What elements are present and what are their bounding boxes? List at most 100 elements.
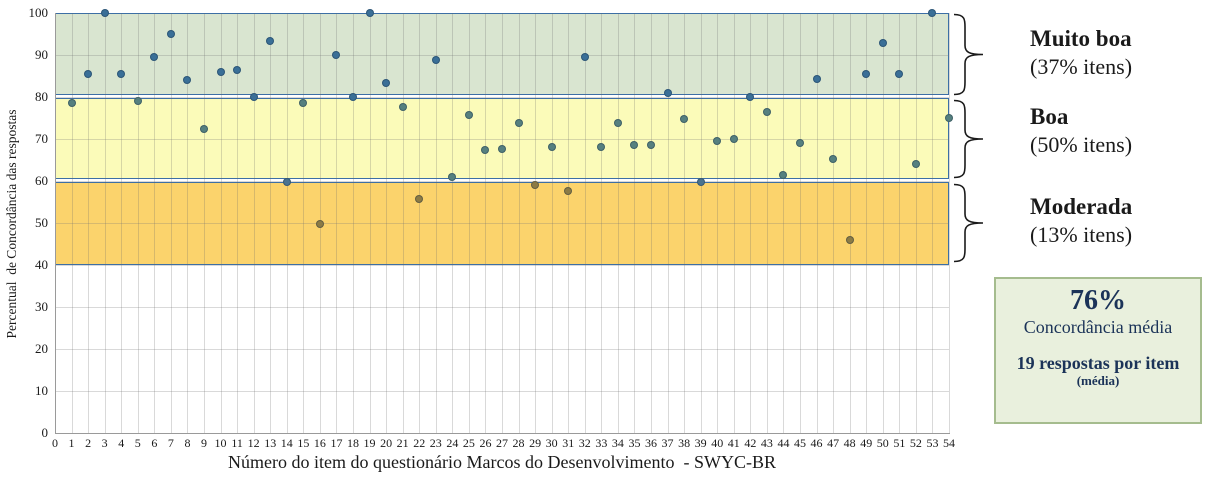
gridline-v [154,13,156,433]
y-tick-label: 30 [35,299,48,314]
x-tick-label: 37 [661,436,674,450]
x-axis-line [55,433,950,434]
gridline-v [104,13,106,433]
gridline-v [584,13,586,433]
data-point-item-26 [481,145,490,154]
data-point-item-2 [84,69,93,78]
summary-line2: 19 respostas por item [1016,353,1180,373]
data-point-item-40 [713,137,722,146]
data-point-item-54 [945,114,953,122]
data-point-item-51 [895,69,904,78]
y-axis-line [55,13,56,433]
data-point-item-28 [514,119,523,128]
y-tick-label: 70 [35,131,48,146]
x-tick-label: 28 [512,436,525,450]
y-tick-label: 20 [35,341,48,356]
gridline-v [237,13,239,433]
x-tick-label: 47 [827,436,840,450]
x-tick-label: 13 [264,436,277,450]
gridline-v [684,13,686,433]
data-point-item-21 [398,102,407,111]
data-point-item-53 [928,9,937,17]
gridline-v [253,13,255,433]
x-tick-label: 44 [777,436,790,450]
x-tick-label: 32 [578,436,591,450]
gridline-h [55,349,949,350]
brace-icon [953,13,984,96]
y-tick-label: 60 [35,173,48,188]
x-tick-label: 51 [893,436,906,450]
data-point-item-36 [647,140,655,149]
data-point-item-7 [166,30,175,38]
x-tick-label: 17 [330,436,343,450]
gridline-h [55,97,949,98]
data-point-item-33 [597,143,606,152]
zone-detail: (50% itens) [1030,132,1133,157]
gridline-v [700,13,702,433]
gridline-h [55,181,949,182]
data-point-item-43 [762,107,771,116]
data-point-item-39 [696,178,705,187]
x-tick-label: 43 [760,436,773,450]
data-point-item-17 [332,51,341,59]
gridline-v [866,13,868,433]
zone-name: Boa [1030,104,1069,129]
data-point-item-45 [796,139,804,148]
summary-value: 76% [1070,285,1126,316]
x-tick-label: 1 [68,436,75,450]
data-point-item-52 [911,160,920,169]
y-tick-label: 90 [35,47,48,62]
zone-label-boa: Boa (50% itens) [1030,103,1206,158]
gridline-v [915,13,917,433]
gridline-v [204,13,205,433]
x-tick-label: 36 [645,436,657,450]
x-tick-label: 21 [396,436,409,450]
gridline-v [336,13,338,433]
x-tick-label: 14 [280,436,293,450]
x-tick-label: 11 [231,436,243,450]
summary-label: Concordância média [1023,317,1173,337]
x-tick-label: 30 [545,436,558,450]
gridline-v [833,13,835,433]
zone-detail: (37% itens) [1030,54,1133,79]
data-point-item-13 [266,37,275,46]
x-tick-label: 42 [744,436,757,450]
y-tick-label: 0 [41,425,49,440]
x-tick-label: 4 [118,436,125,450]
x-tick-label: 54 [943,436,955,450]
y-tick-label: 40 [35,257,48,272]
x-tick-label: 49 [860,436,873,450]
data-point-item-47 [829,155,838,164]
gridline-v [220,13,222,433]
x-tick-label: 2 [85,436,92,450]
brace-icon [953,183,984,263]
x-tick-label: 20 [380,436,393,450]
x-tick-label: 15 [297,436,310,450]
gridline-v [849,13,851,433]
gridline-v [137,13,139,433]
data-point-item-29 [531,181,540,190]
y-tick-label: 100 [28,5,49,20]
gridline-v [286,13,288,433]
x-tick-label: 23 [429,436,442,450]
x-tick-label: 5 [134,436,141,450]
data-point-item-44 [779,170,788,179]
gridline-v [932,13,934,433]
gridline-v [170,13,172,433]
gridline-v [651,13,652,433]
data-point-item-16 [315,220,324,229]
x-tick-label: 39 [694,436,707,450]
gridline-h [55,265,949,266]
x-tick-label: 38 [678,436,691,450]
data-point-item-20 [382,79,391,88]
x-tick-label: 52 [909,436,922,450]
gridline-v [717,13,719,433]
x-tick-label: 41 [727,436,740,450]
x-tick-label: 48 [843,436,856,450]
y-tick-label: 80 [35,89,48,104]
gridline-v [783,13,785,433]
gridline-v [121,13,123,433]
x-tick-label: 46 [810,436,823,450]
gridline-v [452,13,454,433]
data-point-item-6 [150,53,159,62]
